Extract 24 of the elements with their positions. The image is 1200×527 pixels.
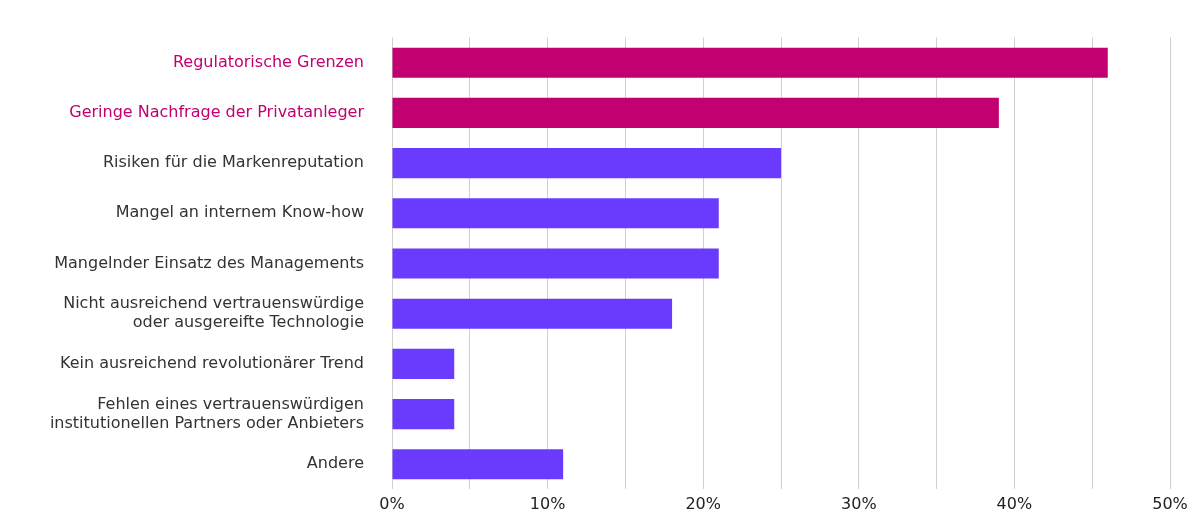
x-tick-label: 0%: [379, 494, 405, 514]
y-tick-label: Kein ausreichend revolutionärer Trend: [59, 353, 364, 373]
bar: [392, 198, 719, 229]
bar: [392, 399, 455, 430]
y-tick-label: Geringe Nachfrage der Privatanleger: [69, 102, 365, 122]
x-tick-label: 50%: [1152, 494, 1188, 514]
bar: [392, 298, 673, 329]
bar: [392, 97, 999, 128]
bar: [392, 348, 455, 379]
bar: [392, 148, 781, 179]
y-tick-label: Andere: [306, 453, 364, 473]
x-tick-label: 30%: [841, 494, 877, 514]
x-tick-label: 20%: [685, 494, 721, 514]
y-tick-label: Nicht ausreichend vertrauenswürdige oder ausgereifte Technologie: [63, 293, 364, 332]
bar: [392, 449, 564, 480]
bar: [392, 248, 719, 279]
y-tick-label: Fehlen eines vertrauenswürdigen institutionellen Partners oder Anbieters: [49, 393, 364, 432]
y-tick-label: Mangelnder Einsatz des Managements: [54, 252, 364, 272]
y-tick-label: Regulatorische Grenzen: [172, 51, 364, 71]
bar: [392, 47, 1108, 78]
x-tick-label: 10%: [529, 494, 566, 514]
y-tick-label: Risiken für die Markenreputation: [102, 152, 364, 172]
y-tick-label: Mangel an internem Know-how: [115, 202, 364, 222]
x-tick-label: 40%: [996, 494, 1033, 514]
